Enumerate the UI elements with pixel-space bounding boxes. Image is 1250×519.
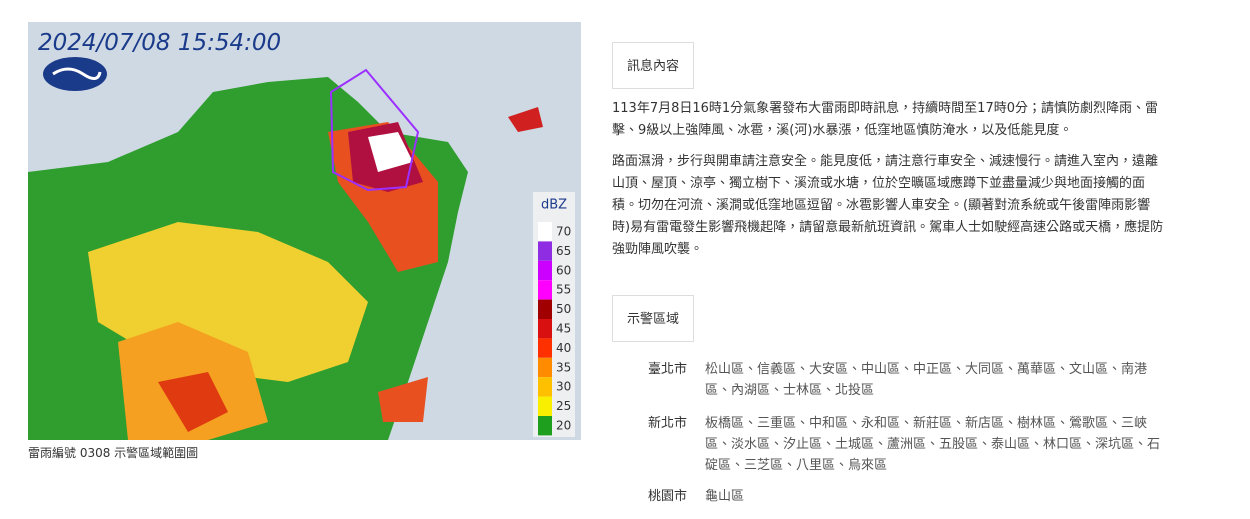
- timestamp: 2024/07/08 15:54:00: [38, 30, 281, 56]
- area-districts: 龜山區: [705, 489, 745, 504]
- legend-label: 70: [556, 225, 571, 239]
- warning-polygon: [329, 68, 420, 192]
- area-city: 桃園市: [648, 489, 688, 504]
- legend-unit: dBZ: [541, 198, 567, 213]
- legend-label: 30: [556, 380, 571, 394]
- logo-mark: [52, 67, 102, 80]
- message-heading: 訊息內容: [612, 42, 694, 89]
- area-city: 臺北市: [648, 362, 688, 377]
- legend-label: 55: [556, 283, 571, 297]
- radar-map: 2024/07/08 15:54:00 dBZ 70 65 60 55 50 45 40 35…: [28, 22, 581, 440]
- echo-island: [508, 107, 543, 132]
- legend-swatch: [538, 241, 552, 261]
- legend-swatch: [538, 396, 552, 416]
- logo: [43, 57, 107, 91]
- legend-swatch: [538, 377, 552, 397]
- legend-swatch: [538, 260, 552, 281]
- legend-swatch: [538, 299, 552, 319]
- legend-label: 60: [556, 263, 571, 277]
- legend-label: 20: [556, 419, 571, 433]
- legend-swatch: [538, 280, 552, 300]
- legend-swatch: [538, 357, 552, 378]
- legend-label: 45: [556, 322, 571, 336]
- area-districts: 板橋區、三重區、中和區、永和區、新莊區、新店區、樹林區、鶯歌區、三峽區、淡水區、…: [705, 416, 1161, 473]
- area-city: 新北市: [648, 416, 688, 431]
- radar-caption: 雷雨編號 0308 示警區域範圍圖: [28, 446, 199, 460]
- legend-swatch: [538, 416, 552, 436]
- legend-swatch: [538, 222, 552, 242]
- area-districts: 松山區、信義區、大安區、中山區、中正區、大同區、萬華區、文山區、南港區、內湖區、…: [705, 362, 1148, 398]
- message-paragraph: 113年7月8日16時1分氣象署發布大雷雨即時訊息，持續時間至17時0分；請慎防…: [612, 101, 1158, 138]
- legend-label: 50: [556, 302, 571, 316]
- echo-red: [158, 372, 228, 432]
- legend-label: 65: [556, 244, 571, 258]
- legend-swatch: [538, 338, 552, 358]
- legend: 70 65 60 55 50 45 40 35 30 25 20: [538, 222, 571, 436]
- echo-hail: [368, 132, 413, 172]
- echo-south: [378, 377, 428, 422]
- message-paragraph: 路面濕滑，步行與開車請注意安全。能見度低，請注意行車安全、減速慢行。請進入室內，…: [612, 154, 1164, 257]
- legend-label: 40: [556, 341, 571, 355]
- areas-heading: 示警區域: [612, 295, 694, 342]
- legend-label: 25: [556, 399, 571, 413]
- legend-swatch: [538, 319, 552, 339]
- legend-label: 35: [556, 360, 571, 374]
